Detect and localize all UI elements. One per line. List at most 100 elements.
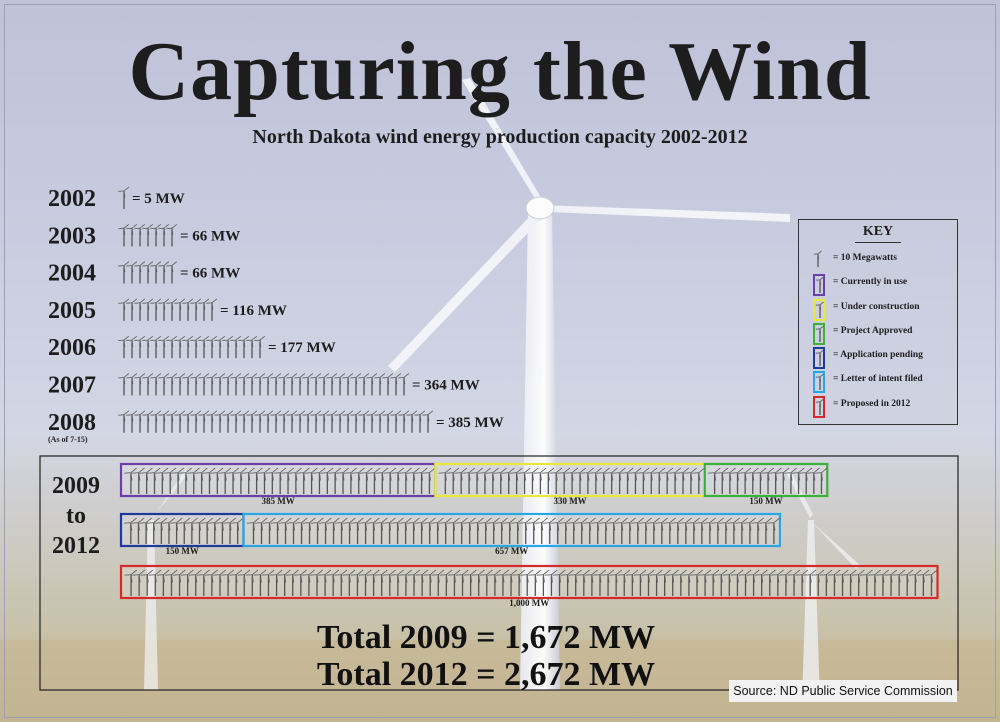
turbine-icon	[655, 517, 668, 544]
turbine-icon	[222, 373, 234, 396]
turbine-icon	[142, 298, 154, 321]
turbine-icon	[253, 569, 267, 596]
projection-row-3: 1,000 MW	[119, 564, 939, 608]
turbine-icons	[124, 569, 938, 596]
turbine-icon	[142, 335, 154, 359]
turbine-icon	[234, 467, 247, 494]
turbine-icon	[257, 467, 271, 494]
turbine-icon	[641, 569, 655, 596]
turbine-icon	[366, 410, 378, 433]
turbine-icon	[414, 517, 428, 544]
segment-label: 657 MW	[495, 546, 528, 556]
turbine-icon	[174, 410, 186, 433]
turbine-icon	[158, 335, 170, 359]
turbine-icons	[707, 467, 828, 494]
turbine-icon	[374, 569, 388, 596]
turbine-icons	[118, 335, 266, 359]
turbine-icon	[230, 373, 242, 396]
segment-application_pending: 150 MW	[119, 512, 245, 556]
turbine-icon	[318, 373, 330, 396]
turbine-icon	[455, 569, 469, 596]
turbine-icon	[286, 410, 298, 433]
turbine-icon	[205, 569, 218, 596]
turbine-icon	[835, 569, 849, 596]
turbine-icon	[706, 569, 720, 596]
turbine-icon	[438, 467, 452, 494]
turbine-icon	[294, 517, 308, 544]
turbine-icon	[815, 276, 824, 293]
turbine-icon	[636, 467, 650, 494]
turbine-icon	[502, 517, 516, 544]
turbine-icon	[246, 517, 260, 544]
turbine-icon	[302, 569, 315, 596]
turbine-icons	[118, 410, 434, 433]
turbine-icon	[423, 569, 437, 596]
turbine-icon	[210, 467, 224, 494]
segment-label: 150 MW	[749, 496, 782, 506]
turbine-icon	[596, 467, 610, 494]
turbine-icon	[132, 569, 146, 596]
turbine-icon	[614, 517, 628, 544]
key-label: = Proposed in 2012	[833, 399, 911, 409]
turbine-icon	[454, 517, 468, 544]
turbine-icon	[787, 569, 801, 596]
turbine-icon	[398, 410, 410, 433]
turbine-icon	[606, 517, 620, 544]
turbine-icon	[644, 467, 658, 494]
year-row-2002: 2002 = 5 MW	[48, 186, 185, 212]
turbine-icon	[374, 410, 386, 433]
turbine-icon	[118, 186, 130, 209]
turbine-icon	[601, 569, 615, 596]
year-label: 2002	[48, 186, 96, 212]
turbine-icon	[711, 517, 724, 544]
key-label: = Currently in use	[833, 277, 908, 287]
turbine-icon	[214, 373, 226, 396]
year-value-label: = 66 MW	[180, 266, 240, 282]
turbine-icon	[813, 250, 822, 267]
turbine-icon	[589, 467, 602, 494]
turbine-icon	[207, 517, 221, 544]
turbine-icon	[494, 517, 508, 544]
turbine-icon	[730, 569, 744, 596]
year-value-label: = 364 MW	[412, 378, 480, 394]
turbine-icon	[414, 410, 426, 433]
segment-project_approved: 150 MW	[703, 462, 829, 506]
turbine-icon	[190, 298, 202, 321]
turbine-icon	[813, 250, 822, 267]
turbine-icon	[190, 410, 202, 433]
turbine-icon	[154, 517, 168, 544]
turbine-icon	[525, 467, 539, 494]
turbine-icon	[206, 298, 218, 321]
turbine-icon	[759, 517, 772, 544]
turbine-icon	[517, 467, 531, 494]
turbine-icon	[350, 373, 362, 396]
turbine-icon	[815, 398, 824, 415]
turbine-icon	[158, 261, 170, 284]
turbine-icon	[285, 569, 299, 596]
turbine-icon	[158, 410, 170, 433]
turbine-icon	[126, 335, 138, 359]
turbine-icon	[743, 517, 756, 544]
turbine-icon	[779, 569, 792, 596]
turbine-icon	[698, 569, 712, 596]
turbine-icon	[446, 517, 460, 544]
turbine-icon	[131, 467, 145, 494]
turbine-icon	[541, 467, 555, 494]
turbine-icon	[598, 517, 612, 544]
turbine-icon	[206, 373, 218, 396]
turbine-icon	[382, 569, 396, 596]
turbine-icon	[350, 569, 364, 596]
turbine-icon	[577, 569, 590, 596]
turbine-icon	[218, 467, 232, 494]
turbine-icon	[278, 373, 290, 396]
year-label: 2004	[48, 261, 96, 287]
turbine-icon	[254, 410, 266, 433]
turbine-icon	[139, 467, 153, 494]
turbine-icons	[438, 467, 705, 494]
turbine-icon	[560, 569, 574, 596]
turbine-icon	[493, 467, 507, 494]
turbine-icon	[294, 373, 306, 396]
turbine-icon	[182, 335, 194, 359]
turbine-icon	[876, 569, 889, 596]
turbine-icon	[230, 517, 244, 544]
